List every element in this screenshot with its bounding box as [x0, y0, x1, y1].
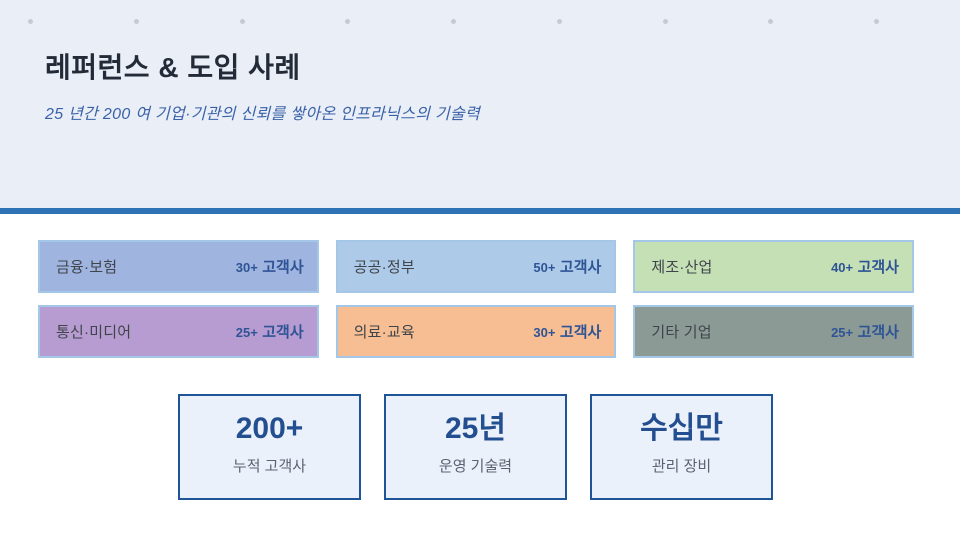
- count-unit: 고객사: [262, 259, 304, 276]
- category-label: 금융·보험: [56, 259, 118, 276]
- stat-label: 운영 기술력: [438, 458, 513, 475]
- category-card-finance: 금융·보험 30+ 고객사: [38, 240, 319, 293]
- count-number: 30+: [235, 260, 258, 275]
- stat-value: 수십만: [640, 412, 723, 445]
- category-count: 30+ 고객사: [236, 256, 304, 277]
- dot-icon: [556, 19, 562, 24]
- count-number: 25+: [831, 325, 854, 340]
- dot-icon: [874, 19, 879, 24]
- page-subtitle: 25 년간 200 여 기업·기관의 신뢰를 쌓아온 인프라닉스의 기술력: [45, 106, 481, 123]
- category-label: 기타 기업: [651, 324, 712, 341]
- count-unit: 고객사: [857, 259, 899, 276]
- category-count: 40+ 고객사: [831, 256, 899, 277]
- category-label: 제조·산업: [651, 259, 713, 276]
- category-count: 25+ 고객사: [831, 321, 899, 342]
- stat-card-years: 25년 운영 기술력: [384, 394, 567, 500]
- category-card-other: 기타 기업 25+ 고객사: [633, 305, 914, 358]
- stat-card-devices: 수십만 관리 장비: [590, 394, 773, 500]
- category-card-medical: 의료·교육 30+ 고객사: [335, 305, 617, 358]
- dot-icon: [133, 19, 139, 24]
- dot-pattern: [28, 19, 879, 24]
- category-card-manufacturing: 제조·산업 40+ 고객사: [633, 240, 914, 293]
- dot-icon: [345, 19, 351, 24]
- category-card-telecom: 통신·미디어 25+ 고객사: [38, 305, 319, 358]
- count-number: 40+: [831, 260, 854, 275]
- count-number: 50+: [533, 260, 556, 275]
- category-label: 통신·미디어: [56, 324, 132, 341]
- divider-line: [0, 208, 960, 214]
- count-number: 30+: [533, 325, 556, 340]
- dot-icon: [662, 19, 668, 24]
- stat-value: 25년: [445, 412, 506, 445]
- category-grid: 금융·보험 30+ 고객사 공공·정부 50+ 고객사 제조·산업 40+ 고객…: [38, 240, 914, 358]
- category-label: 의료·교육: [353, 324, 415, 341]
- stat-label: 누적 고객사: [232, 458, 307, 475]
- count-unit: 고객사: [559, 259, 602, 276]
- page-title: 레퍼런스 & 도입 사례: [45, 52, 301, 83]
- count-unit: 고객사: [559, 324, 602, 341]
- category-count: 50+ 고객사: [533, 256, 601, 277]
- count-unit: 고객사: [857, 324, 899, 341]
- dot-icon: [451, 19, 456, 24]
- dot-icon: [28, 19, 33, 24]
- stat-card-customers: 200+ 누적 고객사: [178, 394, 361, 500]
- header-band: 레퍼런스 & 도입 사례 25 년간 200 여 기업·기관의 신뢰를 쌓아온 …: [0, 0, 960, 209]
- category-label: 공공·정부: [353, 259, 415, 276]
- stat-label: 관리 장비: [651, 458, 712, 475]
- count-unit: 고객사: [262, 324, 304, 341]
- count-number: 25+: [235, 325, 258, 340]
- stat-value: 200+: [235, 412, 304, 445]
- dot-icon: [768, 19, 774, 24]
- category-count: 30+ 고객사: [533, 321, 601, 342]
- stats-row: 200+ 누적 고객사 25년 운영 기술력 수십만 관리 장비: [178, 394, 773, 500]
- category-card-public: 공공·정부 50+ 고객사: [335, 240, 617, 293]
- category-count: 25+ 고객사: [236, 321, 304, 342]
- dot-icon: [239, 19, 245, 24]
